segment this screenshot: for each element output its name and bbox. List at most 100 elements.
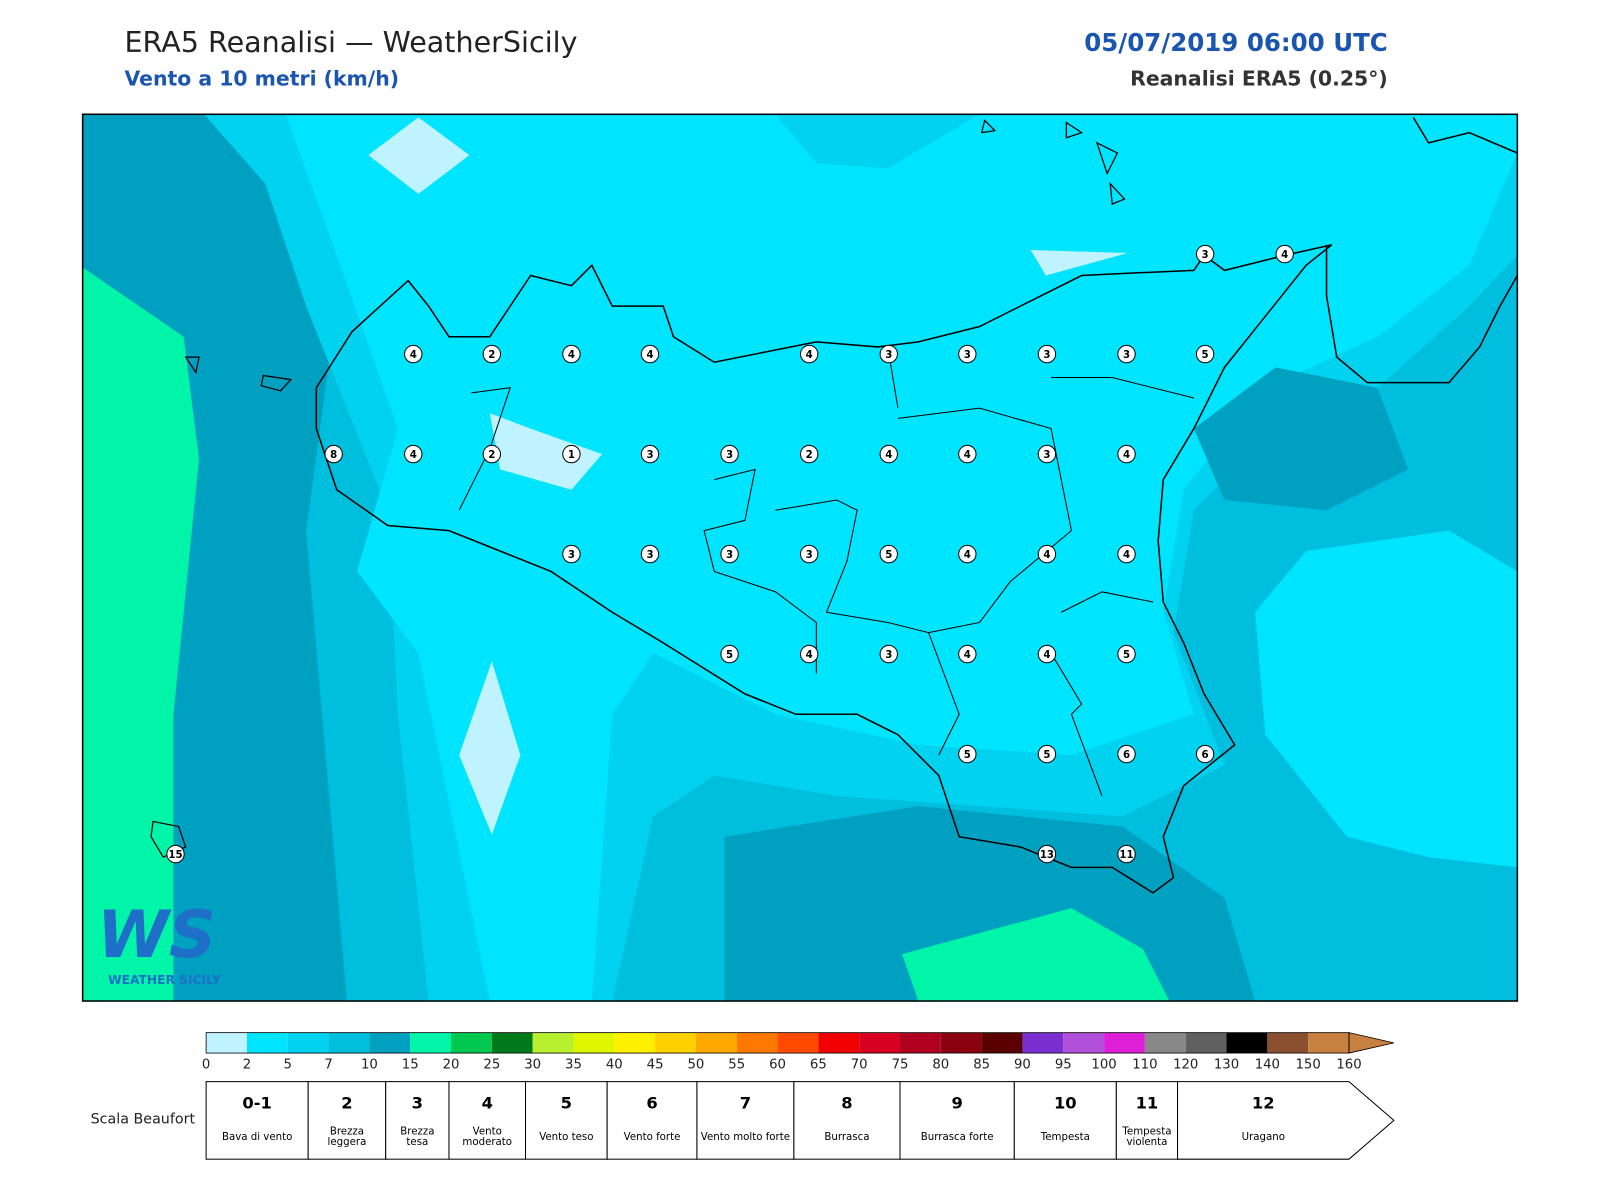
colorbar-tick-label: 20 <box>443 1057 460 1072</box>
station-value: 6 <box>1123 750 1130 761</box>
station-marker <box>482 344 502 364</box>
colorbar-tick-label: 25 <box>483 1057 500 1072</box>
color-extension <box>1348 1032 1394 1054</box>
beaufort-box <box>525 1081 608 1160</box>
beaufort-desc-box: Brezza tesa <box>400 1126 435 1148</box>
station-marker <box>1195 744 1215 764</box>
station-value: 3 <box>885 350 892 361</box>
beaufort-box <box>899 1081 1015 1160</box>
colorbar-frame <box>205 1032 1350 1054</box>
color-bin <box>1226 1032 1268 1054</box>
station-marker <box>1195 244 1215 264</box>
beaufort-description: Burrasca <box>824 1131 870 1143</box>
colorbar-tick-label: 110 <box>1132 1057 1157 1072</box>
beaufort-box <box>1115 1081 1179 1160</box>
station-value: 4 <box>646 350 653 361</box>
colorbar-tick-label: 80 <box>932 1057 949 1072</box>
beaufort-force: 7 <box>740 1094 751 1113</box>
beaufort-desc-box: Uragano <box>1242 1132 1285 1142</box>
beaufort-box <box>696 1081 795 1160</box>
station-value: 3 <box>885 650 892 661</box>
station-marker <box>562 444 581 464</box>
color-bin <box>981 1032 1023 1054</box>
station-value: 4 <box>1043 550 1050 561</box>
color-bin <box>1267 1032 1309 1054</box>
beaufort-description: Brezza tesa <box>400 1126 435 1148</box>
colorbar-tick-label: 45 <box>647 1057 664 1072</box>
title: ERA5 Reanalisi — WeatherSicily <box>124 25 577 59</box>
beaufort-force: 9 <box>951 1094 962 1113</box>
station-marker <box>958 444 977 464</box>
color-bin <box>369 1032 411 1054</box>
color-bin <box>1063 1032 1105 1054</box>
logo: WS WEATHER SICILY <box>97 897 221 987</box>
beaufort-force: 8 <box>841 1094 852 1113</box>
station-value: 4 <box>410 450 417 461</box>
station-value: 4 <box>806 350 813 361</box>
beaufort-box <box>205 1081 309 1160</box>
colorbar: 0 2 5 7 10 15 20 25 30 35 40 45 50 55 60 65 70 75 80 85 90 95… <box>202 1032 1394 1072</box>
station-value: 4 <box>1123 550 1130 561</box>
color-bin <box>573 1032 615 1054</box>
beaufort-description: Burrasca forte <box>920 1131 994 1143</box>
beaufort-desc-box: Bava di vento <box>222 1132 292 1142</box>
beaufort-box <box>307 1081 387 1160</box>
station-value: 4 <box>410 350 417 361</box>
map-frame <box>81 113 1519 1002</box>
station-marker <box>720 544 739 564</box>
station-marker <box>1117 844 1136 864</box>
station-value: 1 <box>568 450 575 461</box>
station-value: 3 <box>726 550 733 561</box>
station-marker <box>1037 844 1057 864</box>
color-bin <box>1308 1032 1349 1054</box>
colorbar-tick-label: 10 <box>361 1057 378 1072</box>
beaufort-description: Vento molto forte <box>700 1131 791 1143</box>
color-bin <box>451 1032 492 1054</box>
station-value: 5 <box>726 650 733 661</box>
color-bin <box>246 1032 288 1054</box>
station-marker <box>879 344 898 364</box>
wind-field <box>82 114 1518 1002</box>
colorbar-tick-label: 85 <box>973 1057 990 1072</box>
datetime: 05/07/2019 06:00 UTC <box>1084 28 1388 57</box>
station-marker <box>1037 644 1057 664</box>
station-marker <box>1037 444 1057 464</box>
station-value: 3 <box>726 450 733 461</box>
station-value: 4 <box>885 450 892 461</box>
station-value: 3 <box>964 350 971 361</box>
color-bin <box>777 1032 819 1054</box>
station-marker <box>879 544 898 564</box>
station-marker <box>1195 344 1215 364</box>
beaufort-force: 10 <box>1054 1094 1077 1113</box>
colorbar-tick-label: 130 <box>1214 1057 1239 1072</box>
beaufort-desc-box: Vento moderato <box>462 1127 512 1147</box>
station-value: 11 <box>1119 850 1133 861</box>
station-marker <box>562 544 581 564</box>
station-marker <box>800 344 819 364</box>
color-bin <box>818 1032 860 1054</box>
source: Reanalisi ERA5 (0.25°) <box>1130 67 1388 91</box>
beaufort-description: Vento teso <box>539 1131 594 1143</box>
colorbar-tick-label: 140 <box>1255 1057 1280 1072</box>
colorbar-tick-label: 35 <box>565 1057 582 1072</box>
beaufort-force: 4 <box>482 1094 493 1113</box>
colorbar-tick-label: 60 <box>769 1057 786 1072</box>
station-value: 13 <box>1040 850 1054 861</box>
colorbar-tick-label: 55 <box>728 1057 745 1072</box>
color-bin <box>695 1032 737 1054</box>
station-marker <box>1117 744 1136 764</box>
station-marker <box>1037 344 1057 364</box>
station-value: 3 <box>568 550 575 561</box>
station-value: 8 <box>330 450 337 461</box>
station-value: 5 <box>964 750 971 761</box>
station-value: 4 <box>1043 650 1050 661</box>
station-marker <box>1275 244 1294 264</box>
colorbar-tick-label: 15 <box>402 1057 419 1072</box>
logo-mark: WS <box>97 897 216 973</box>
station-marker <box>482 444 502 464</box>
colorbar-tick-label: 30 <box>524 1057 541 1072</box>
station-marker <box>1117 644 1136 664</box>
station-value: 5 <box>885 550 892 561</box>
station-marker <box>720 644 739 664</box>
